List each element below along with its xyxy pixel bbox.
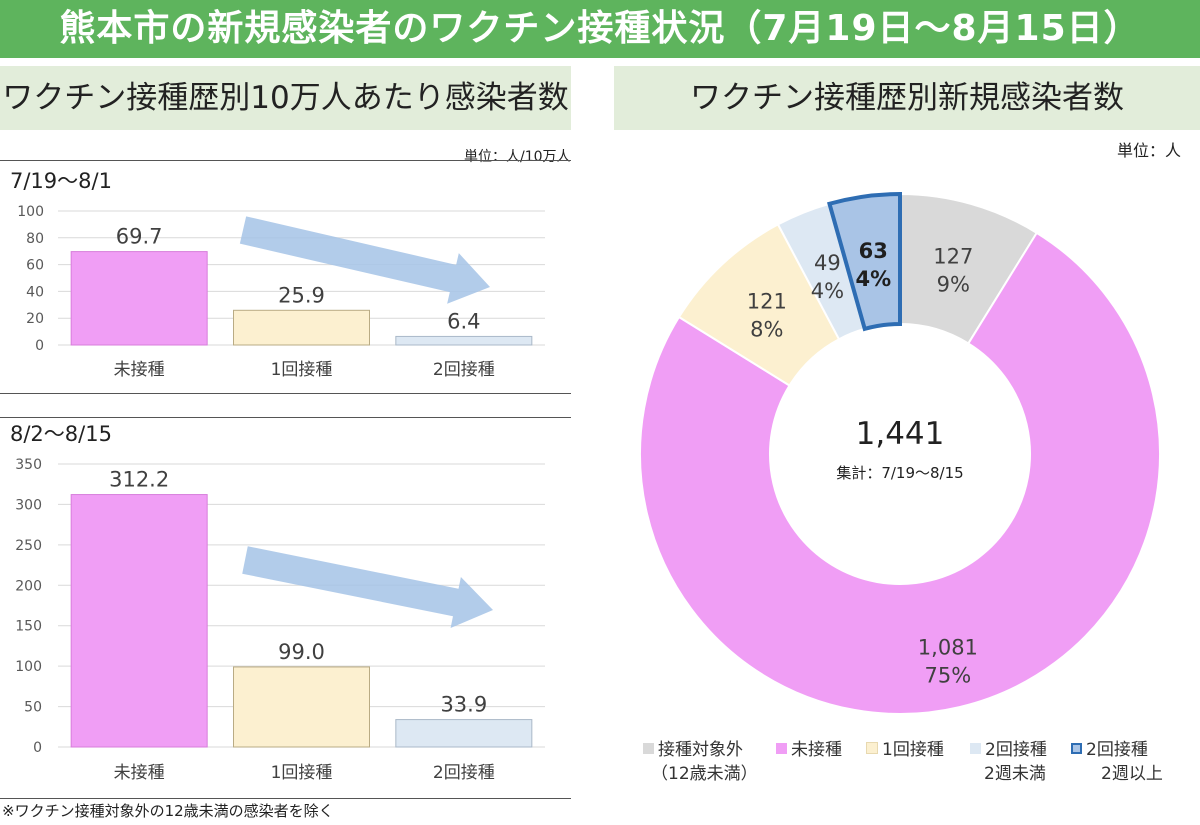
legend-swatch-one-dose — [866, 742, 878, 754]
y-tick-label: 80 — [26, 231, 44, 247]
data-label: 69.7 — [116, 225, 163, 249]
slice-percent-label: 4% — [855, 267, 891, 291]
legend-swatch-two-dose-lt2w — [970, 743, 981, 754]
bar-chart-period-1: 0 20 40 60 80 100 69.7 未接種 25.9 1回接種 6.4 2回接種 — [17, 204, 545, 380]
slice-value-label: 63 — [859, 239, 888, 263]
category-label: 2回接種 — [433, 360, 495, 380]
bar — [70, 251, 208, 346]
legend-item-two-dose-ge2w: 2回接種 2週以上 — [1071, 738, 1163, 786]
category-label: 1回接種 — [271, 360, 333, 380]
divider-second — [0, 417, 571, 418]
slice-percent-label: 75% — [925, 663, 972, 687]
legend-item-two-dose-lt2w: 2回接種 2週未満 — [970, 738, 1047, 786]
y-tick-label: 350 — [15, 457, 42, 473]
y-tick-label: 0 — [35, 338, 44, 354]
divider-top — [0, 160, 571, 161]
slice-value-label: 121 — [747, 290, 787, 314]
data-label: 99.0 — [278, 640, 325, 664]
donut-total: 1,441 — [856, 416, 945, 452]
slice-value-label: 49 — [814, 251, 841, 275]
bar-chart-period-2: 0 50 100 150 200 250 300 350 312.2 未接種 99.0 1回接種 33.… — [15, 457, 545, 783]
data-label: 312.2 — [109, 468, 169, 492]
legend-label: 2回接種 — [985, 740, 1047, 760]
y-tick-label: 0 — [33, 740, 42, 756]
trend-arrow — [242, 546, 493, 628]
bar — [395, 719, 533, 748]
legend-label: 1回接種 — [882, 740, 944, 760]
y-tick-label: 20 — [26, 311, 44, 327]
legend-label: 未接種 — [791, 740, 842, 760]
slice-value-label: 1,081 — [918, 635, 978, 659]
legend-item-unvaccinated: 未接種 — [776, 738, 842, 762]
footnote: ※ワクチン接種対象外の12歳未満の感染者を除く — [2, 802, 334, 820]
y-tick-label: 40 — [26, 284, 44, 300]
donut-chart: 127 9% 1,081 75% 121 8% 49 4% 63 4% 1,441 集計：7/19～8… — [639, 191, 1161, 715]
bar — [395, 335, 533, 346]
data-label: 6.4 — [447, 309, 480, 333]
category-label: 2回接種 — [433, 763, 495, 783]
y-tick-label: 250 — [15, 538, 42, 554]
y-tick-label: 150 — [15, 619, 42, 635]
divider-middle — [0, 393, 571, 394]
y-tick-label: 50 — [24, 700, 42, 716]
legend-label: 2回接種 — [1086, 740, 1148, 760]
period-label-2: 8/2～8/15 — [10, 422, 112, 446]
divider-bottom — [0, 798, 571, 799]
right-unit-label: 単位：人 — [1117, 141, 1182, 160]
legend-swatch-two-dose-ge2w — [1071, 743, 1082, 754]
y-tick-label: 100 — [17, 204, 44, 220]
left-chart-header: ワクチン接種歴別10万人あたり感染者数 — [0, 66, 571, 130]
period-label-1: 7/19～8/1 — [10, 169, 112, 193]
left-unit-label: 単位：人/10万人 — [464, 149, 571, 165]
y-tick-label: 100 — [15, 659, 42, 675]
category-label: 1回接種 — [271, 763, 333, 783]
legend-sublabel: （12歳未満） — [651, 764, 758, 784]
trend-arrow — [239, 216, 490, 304]
y-tick-label: 60 — [26, 258, 44, 274]
slice-percent-label: 4% — [811, 279, 844, 303]
y-tick-label: 300 — [15, 497, 42, 513]
donut-slice — [639, 231, 1161, 715]
y-tick-label: 200 — [15, 578, 42, 594]
slice-percent-label: 8% — [750, 318, 783, 342]
legend-label: 接種対象外 — [658, 740, 743, 760]
slice-value-label: 127 — [933, 244, 973, 268]
donut-slice — [827, 191, 902, 332]
bar — [233, 666, 370, 748]
page-title: 熊本市の新規感染者のワクチン接種状況（7月19日～8月15日） — [0, 0, 1200, 58]
legend-item-one-dose: 1回接種 — [866, 738, 944, 762]
data-label: 25.9 — [278, 283, 325, 307]
data-label: 33.9 — [440, 693, 487, 717]
slice-percent-label: 9% — [937, 272, 970, 296]
legend-sublabel: 2週以上 — [1101, 764, 1163, 784]
donut-caption: 集計：7/19～8/15 — [836, 464, 963, 482]
bar — [70, 494, 208, 748]
legend-swatch-unvaccinated — [776, 743, 787, 754]
legend-swatch-not-eligible — [643, 743, 654, 754]
legend-item-not-eligible: 接種対象外 （12歳未満） — [643, 738, 758, 786]
category-label: 未接種 — [114, 360, 165, 380]
legend-sublabel: 2週未満 — [984, 764, 1046, 784]
right-chart-header: ワクチン接種歴別新規感染者数 — [614, 66, 1200, 130]
category-label: 未接種 — [114, 763, 165, 783]
bar — [233, 309, 370, 346]
